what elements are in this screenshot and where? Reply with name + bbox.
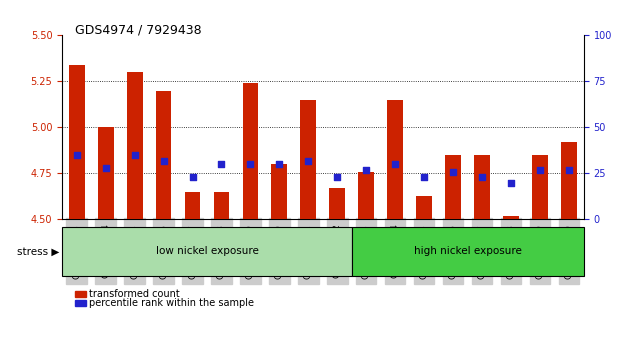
Point — [361, 167, 371, 173]
Point — [101, 165, 111, 171]
Bar — [358, 172, 374, 219]
Point — [478, 174, 487, 180]
Bar — [127, 72, 142, 219]
Point — [245, 161, 255, 167]
Point — [71, 152, 81, 158]
Bar — [271, 164, 288, 219]
Text: transformed count: transformed count — [89, 289, 179, 299]
Bar — [155, 91, 171, 219]
Point — [332, 174, 342, 180]
Bar — [329, 188, 345, 219]
Text: GDS4974 / 7929438: GDS4974 / 7929438 — [75, 23, 201, 36]
Point — [506, 180, 516, 185]
Bar — [301, 100, 316, 219]
Bar — [445, 155, 461, 219]
Point — [188, 174, 197, 180]
Bar — [561, 142, 577, 219]
Bar — [69, 65, 84, 219]
Bar — [474, 155, 490, 219]
Text: percentile rank within the sample: percentile rank within the sample — [89, 298, 254, 308]
Text: stress ▶: stress ▶ — [17, 246, 59, 256]
Point — [274, 161, 284, 167]
Bar — [97, 127, 114, 219]
Point — [391, 161, 401, 167]
Point — [448, 169, 458, 175]
Point — [304, 158, 314, 164]
Point — [419, 174, 429, 180]
Point — [535, 167, 545, 173]
Bar — [532, 155, 548, 219]
Point — [130, 152, 140, 158]
Point — [158, 158, 168, 164]
Text: low nickel exposure: low nickel exposure — [156, 246, 258, 256]
Bar — [388, 100, 404, 219]
Bar — [214, 192, 229, 219]
Bar — [184, 192, 201, 219]
Point — [564, 167, 574, 173]
Bar — [416, 195, 432, 219]
Bar — [503, 216, 519, 219]
Point — [217, 161, 227, 167]
Bar — [242, 83, 258, 219]
Text: high nickel exposure: high nickel exposure — [414, 246, 522, 256]
